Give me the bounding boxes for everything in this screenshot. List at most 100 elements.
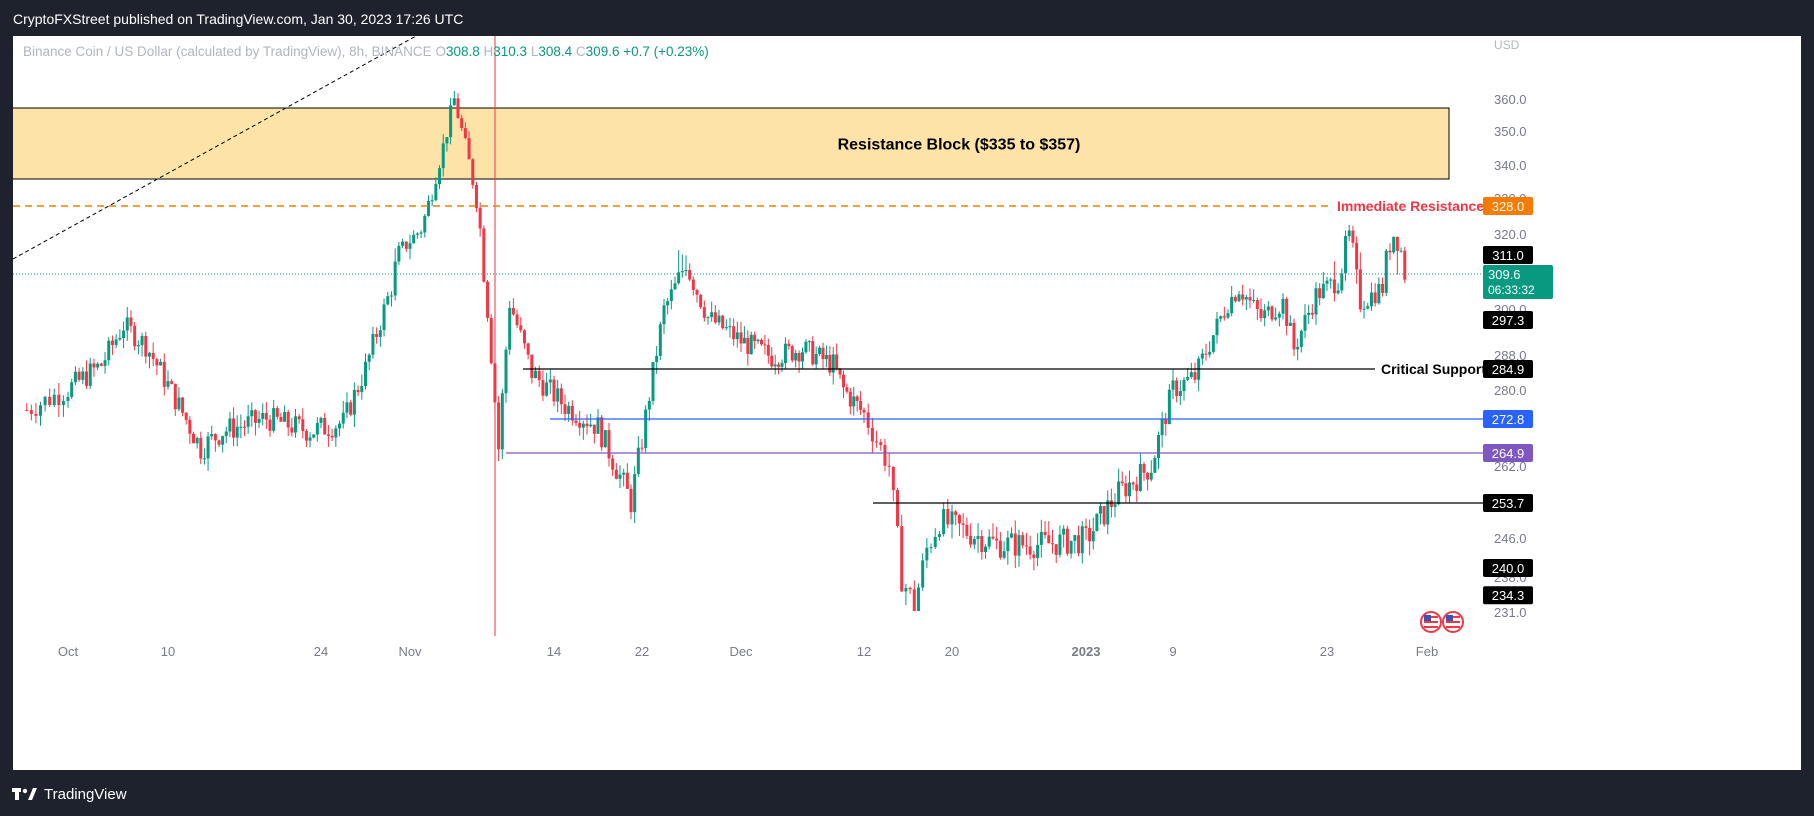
candle-body	[1377, 283, 1381, 304]
candle-body	[489, 317, 493, 364]
candle-body	[217, 440, 221, 445]
candle-body	[1013, 533, 1017, 556]
candle-body	[916, 587, 920, 611]
candle-body	[1226, 313, 1230, 318]
high-value: 310.3	[493, 44, 528, 59]
candle-body	[1325, 280, 1329, 284]
candle-body	[688, 270, 692, 280]
candle-body	[728, 326, 732, 328]
candle-body	[1366, 306, 1370, 309]
candle-body	[954, 511, 958, 516]
chart-area[interactable]: Resistance Block ($335 to $357) Immediat…	[13, 36, 1801, 770]
candle-body	[900, 526, 904, 592]
candle-body	[946, 509, 950, 525]
candle-body	[783, 343, 787, 364]
candle-body	[352, 389, 356, 415]
candle-body	[511, 307, 515, 315]
candle-body	[669, 289, 673, 302]
candle-body	[1204, 353, 1208, 355]
candle-body	[1157, 435, 1160, 459]
change-value: +0.7 (+0.23%)	[623, 44, 709, 59]
candle-body	[1024, 545, 1028, 547]
price-badge-text: 264.9	[1492, 446, 1525, 461]
candle-body	[264, 412, 268, 420]
candle-body	[756, 339, 760, 342]
candle-body	[326, 434, 330, 436]
candle-body	[1237, 294, 1241, 302]
candle-body	[235, 426, 239, 438]
candle-body	[662, 305, 666, 325]
open-value: 308.8	[445, 44, 480, 59]
candle-body	[622, 472, 626, 475]
candle-body	[1006, 537, 1010, 552]
low-value: 308.4	[538, 44, 573, 59]
candle-body	[1358, 269, 1362, 310]
candle-body	[1329, 279, 1333, 281]
candle-body	[232, 418, 236, 438]
candle-body	[647, 400, 651, 410]
candle-body	[393, 261, 397, 296]
candle-body	[1164, 418, 1168, 425]
candle-body	[1062, 528, 1066, 535]
candle-body	[695, 289, 699, 295]
candle-body	[828, 354, 832, 373]
flag-stripe	[1424, 621, 1438, 623]
candle-body	[522, 330, 526, 344]
y-tick-label: 340.0	[1494, 158, 1527, 173]
candle-body	[57, 394, 61, 405]
candle-body	[1128, 482, 1131, 497]
candle-body	[1182, 379, 1186, 392]
candle-body	[199, 437, 203, 459]
level-annotation: Immediate Resistance	[1337, 198, 1484, 214]
last-price-badge	[1483, 265, 1553, 299]
candle-body	[567, 405, 571, 414]
price-chart: Resistance Block ($335 to $357) Immediat…	[13, 36, 1553, 659]
candle-body	[1274, 317, 1278, 320]
candle-body	[552, 379, 556, 402]
candle-body	[48, 396, 52, 405]
candle-body	[184, 412, 188, 420]
candle-body	[404, 241, 408, 249]
price-badge-text: 328.0	[1492, 199, 1525, 214]
candle-body	[1080, 526, 1084, 554]
candle-body	[773, 364, 777, 367]
candle-body	[614, 469, 618, 479]
candle-body	[845, 387, 849, 392]
candle-body	[349, 402, 353, 415]
x-tick-label: 9	[1169, 644, 1176, 659]
candle-body	[896, 490, 900, 527]
candle-body	[253, 410, 257, 423]
candle-body	[1321, 283, 1325, 299]
candle-body	[144, 335, 148, 357]
candle-body	[519, 325, 523, 331]
candle-body	[866, 412, 870, 428]
candle-body	[852, 396, 856, 407]
candle-body	[286, 411, 290, 428]
candle-body	[110, 340, 114, 345]
price-badge-text: 311.0	[1492, 248, 1524, 263]
candle-body	[92, 363, 96, 368]
candle-body	[419, 232, 423, 234]
flag-stripe	[1446, 621, 1460, 623]
candle-body	[530, 354, 534, 379]
candle-body	[1392, 236, 1396, 253]
candle-body	[1102, 506, 1106, 525]
candle-body	[677, 272, 681, 284]
candle-body	[1362, 308, 1366, 310]
candle-body	[1189, 372, 1193, 377]
candle-body	[272, 408, 276, 431]
candle-body	[1388, 250, 1392, 253]
candle-body	[408, 243, 412, 249]
candle-body	[706, 317, 710, 319]
candle-body	[389, 295, 393, 297]
candle-body	[965, 524, 969, 536]
candle-body	[39, 405, 42, 416]
candle-body	[814, 353, 818, 365]
candle-body	[463, 128, 467, 139]
candle-body	[1277, 313, 1281, 318]
y-tick-label: 280.0	[1494, 383, 1527, 398]
tradingview-logo-icon	[12, 788, 37, 800]
candle-body	[478, 207, 482, 229]
candle-body	[1095, 513, 1099, 532]
